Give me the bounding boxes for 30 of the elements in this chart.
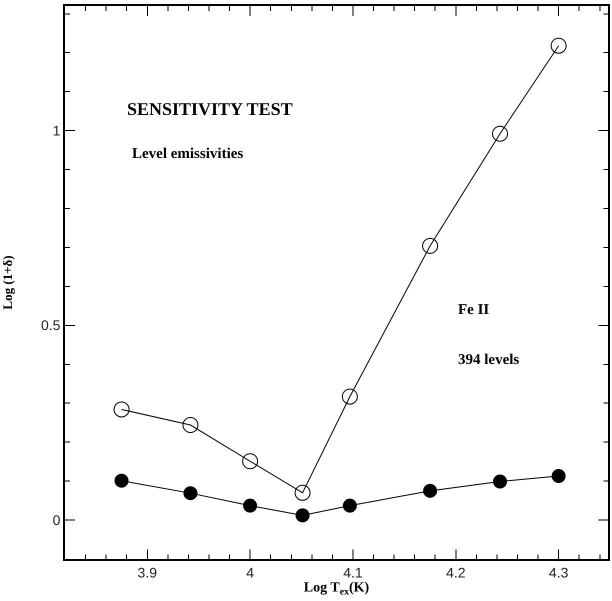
y-tick-label: 0 [52, 512, 61, 528]
point [342, 498, 357, 513]
point [342, 388, 358, 405]
annotation: 394 levels [458, 352, 520, 368]
y-tick-label: 1 [52, 122, 61, 139]
x-tick-label: 4.3 [548, 564, 569, 581]
annotation: Fe II [458, 302, 490, 318]
point [243, 498, 258, 513]
annotation: Level emissivities [132, 146, 244, 162]
x-axis-title: Log T$_{ex}$(K) [304, 580, 370, 598]
point [493, 474, 508, 488]
point [422, 238, 438, 254]
point [294, 484, 311, 501]
x-tick-label: 4.1 [343, 564, 363, 581]
point [182, 417, 198, 434]
x-tick-label: 3.9 [138, 564, 158, 581]
point [552, 469, 566, 484]
point [550, 38, 567, 54]
point [296, 508, 310, 522]
y-tick-label: 0.5 [40, 317, 61, 334]
point [114, 474, 129, 488]
annotation: SENSITIVITY TEST [127, 99, 293, 119]
x-tick-label: 4.2 [446, 564, 466, 581]
point [242, 453, 258, 470]
point [423, 484, 438, 498]
point [492, 126, 508, 142]
point [183, 486, 198, 500]
point [114, 401, 130, 418]
x-tick-label: 4 [246, 564, 254, 581]
y-axis-title: Log (1+δ) [0, 255, 15, 310]
